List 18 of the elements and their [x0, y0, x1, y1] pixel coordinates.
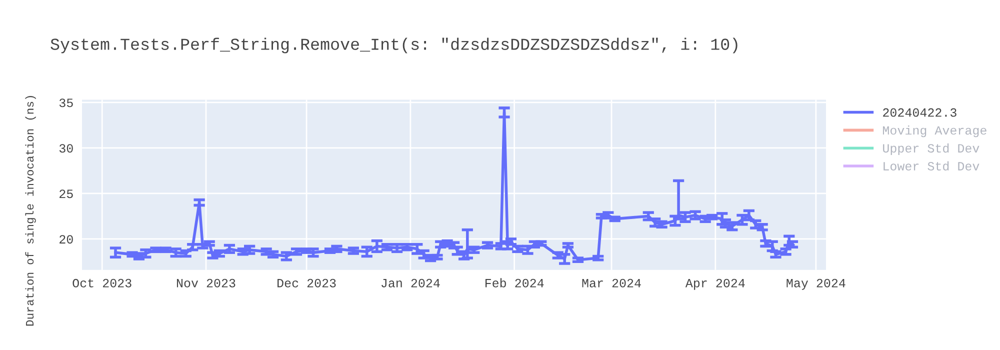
- y-tick-label: 35: [59, 98, 73, 108]
- legend-label: Lower Std Dev: [884, 161, 980, 171]
- x-tick-label: Nov 2023: [176, 278, 236, 288]
- legend-label: Moving Average: [882, 126, 986, 138]
- chart-title: System.Tests.Perf_String.Remove_Int(s: "dzsdzsDDZSDZSDZSddsz", i: 10): [50, 38, 738, 54]
- y-axis-title: Duration of single invocation (ns): [25, 96, 36, 326]
- x-tick-label: Apr 2024: [685, 278, 745, 290]
- x-tick-label: Jan 2024: [382, 278, 440, 288]
- x-tick-label: May 2024: [786, 278, 846, 290]
- x-tick-label: Oct 2023: [72, 278, 132, 288]
- x-tick-label: Feb 2024: [486, 278, 544, 288]
- x-tick-label: Dec 2023: [278, 278, 336, 288]
- y-tick-label: 20: [60, 235, 73, 244]
- x-tick-label: Mar 2024: [582, 278, 641, 288]
- legend-label: Upper Std Dev: [883, 143, 980, 156]
- y-tick-label: 30: [59, 144, 73, 153]
- y-tick-label: 25: [60, 190, 73, 198]
- legend-label: 20240422.3: [883, 108, 956, 117]
